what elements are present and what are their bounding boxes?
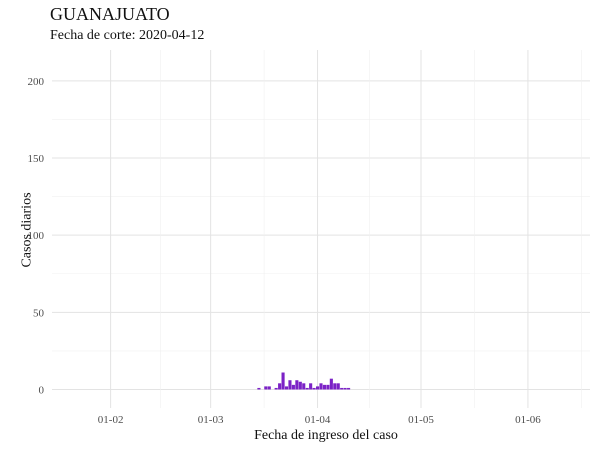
x-tick-labels: 01-02 01-03 01-04 01-05 01-06	[98, 414, 541, 426]
bar	[298, 381, 302, 390]
chart-subtitle: Fecha de corte: 2020-04-12	[50, 28, 205, 43]
grid-lines	[52, 50, 590, 408]
x-tick-label: 01-06	[515, 414, 541, 426]
bar	[291, 384, 295, 390]
bar	[336, 383, 340, 390]
bar	[278, 383, 282, 390]
y-tick-label: 100	[28, 230, 45, 242]
y-tick-label: 50	[33, 307, 45, 319]
x-tick-label: 01-02	[98, 414, 124, 426]
y-tick-label: 0	[39, 384, 45, 396]
bar	[333, 383, 337, 390]
y-tick-label: 150	[28, 153, 45, 165]
bar	[309, 383, 313, 390]
x-axis-label: Fecha de ingreso del caso	[254, 428, 398, 443]
bar	[347, 387, 351, 390]
bar	[295, 380, 299, 390]
bar	[319, 383, 323, 390]
bar	[284, 386, 289, 390]
x-tick-label: 01-03	[198, 414, 224, 426]
bar	[329, 378, 333, 390]
y-tick-labels: 0 50 100 150 200	[28, 76, 45, 397]
bar	[274, 387, 278, 390]
x-tick-label: 01-05	[408, 414, 434, 426]
bar	[288, 380, 292, 390]
chart-title: GUANAJUATO	[50, 4, 170, 24]
bars	[257, 372, 351, 390]
bar	[312, 387, 316, 390]
bar	[343, 387, 347, 390]
bar	[264, 386, 268, 390]
bar	[267, 386, 271, 390]
bar	[281, 372, 285, 390]
x-tick-label: 01-04	[305, 414, 331, 426]
bar	[322, 384, 327, 390]
y-axis-label: Casos diarios	[19, 192, 35, 268]
bar	[315, 386, 320, 390]
bar	[305, 387, 309, 390]
y-tick-label: 200	[28, 76, 45, 88]
bar	[302, 383, 306, 390]
bar	[257, 387, 261, 390]
bar	[340, 387, 344, 390]
bar	[326, 384, 330, 390]
